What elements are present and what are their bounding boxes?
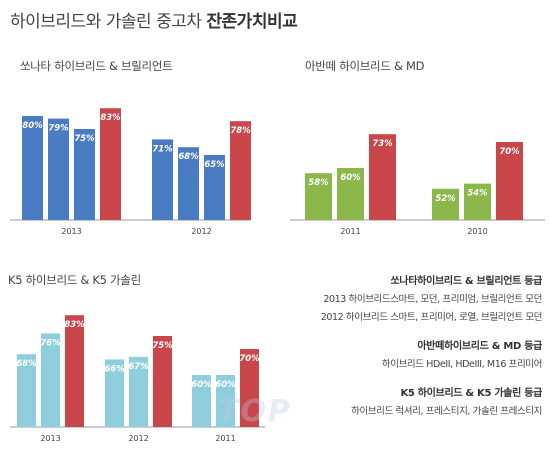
bar: [496, 142, 523, 220]
bar: [369, 134, 396, 220]
bar-value-label: 66%: [104, 364, 125, 374]
bar-value-label: 52%: [435, 194, 456, 204]
page-title: 하이브리드와 가솔린 중고차 잔존가치비교: [10, 7, 298, 32]
bar-value-label: 71%: [152, 144, 173, 154]
x-tick-label: 2010: [467, 227, 487, 236]
bar: [337, 168, 364, 220]
legend-heading-avante: 아반떼하이브리드 & MD 등급: [417, 341, 542, 352]
bar: [105, 359, 124, 427]
bar: [17, 354, 36, 427]
bar-value-label: 79%: [48, 124, 69, 134]
bar-value-label: 75%: [74, 134, 95, 144]
bar: [65, 315, 84, 427]
x-tick-label: 2013: [61, 227, 81, 236]
bar: [100, 108, 121, 220]
bar: [464, 183, 491, 220]
bar-value-label: 80%: [22, 121, 43, 131]
chart-title-avante: 아반떼 하이브리드 & MD: [305, 59, 425, 73]
bar-value-label: 70%: [239, 354, 260, 364]
bar: [240, 349, 259, 427]
bar-value-label: 68%: [16, 359, 37, 369]
bar: [192, 375, 211, 427]
bar-value-label: 83%: [64, 320, 85, 330]
bar-value-label: 60%: [340, 173, 361, 183]
bar: [74, 129, 95, 220]
bar: [178, 147, 199, 220]
chart-title-k5: K5 하이브리드 & K5 가솔린: [8, 273, 141, 287]
legend-line: 2012 하이브리드 스마트, 프리미어, 로열, 브릴리언트 모던: [320, 312, 543, 323]
x-tick-label: 2012: [191, 227, 211, 236]
chart-title-sonata: 쏘나타 하이브리드 & 브릴리언트: [20, 59, 173, 73]
bar-value-label: 65%: [204, 160, 225, 170]
legend-line: 하이브리드 럭셔리, 프레스티지, 가솔린 프레스티지: [351, 406, 542, 417]
bar: [204, 155, 225, 220]
bar-value-label: 60%: [191, 380, 212, 390]
x-tick-label: 2011: [340, 227, 360, 236]
x-tick-label: 2013: [40, 434, 60, 443]
bar-value-label: 75%: [152, 341, 173, 351]
bar: [230, 121, 251, 220]
bar: [216, 375, 235, 427]
x-tick-label: 2012: [128, 434, 148, 443]
legend-line: 하이브리드 HDeII, HDeIII, M16 프리미어: [381, 359, 542, 370]
bar: [432, 188, 459, 220]
legend-heading-sonata: 쏘나타하이브리드 & 브릴리언트 등급: [390, 276, 543, 287]
bar: [48, 118, 69, 220]
x-tick-label: 2011: [215, 434, 235, 443]
legend-heading-k5: K5 하이브리드 & K5 가솔린 등급: [400, 388, 542, 399]
bar-value-label: 83%: [100, 113, 121, 123]
bar-value-label: 78%: [230, 126, 251, 136]
watermark: TOP: [218, 394, 292, 429]
title-bold: 잔존가치비교: [206, 12, 298, 32]
bar: [129, 356, 148, 427]
bar-value-label: 60%: [215, 380, 236, 390]
bar-value-label: 70%: [499, 147, 520, 157]
bar-value-label: 73%: [372, 139, 393, 149]
bar-value-label: 54%: [467, 189, 488, 199]
bar-value-label: 58%: [308, 178, 329, 188]
bar: [22, 116, 43, 220]
legend-line: 2013 하이브리드스마트, 모던, 프리미엄, 브릴리언트 모던: [323, 294, 542, 305]
title-normal: 하이브리드와 가솔린 중고차: [10, 12, 207, 32]
bar-value-label: 76%: [40, 338, 61, 348]
bar-value-label: 67%: [128, 362, 149, 372]
bar: [152, 139, 173, 220]
bar: [305, 173, 332, 220]
legend: 쏘나타하이브리드 & 브릴리언트 등급 2013 하이브리드스마트, 모던, 프…: [282, 272, 543, 417]
bar-value-label: 68%: [178, 152, 199, 162]
bar: [153, 336, 172, 427]
bar: [41, 333, 60, 427]
